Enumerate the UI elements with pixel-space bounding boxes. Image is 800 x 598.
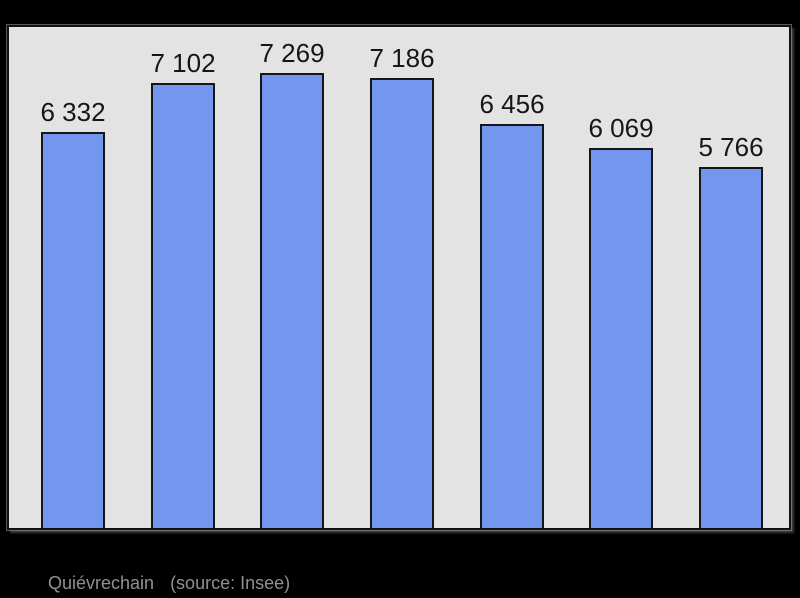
bar (41, 132, 105, 528)
caption-title: Quiévrechain (48, 573, 155, 593)
chart-frame: 6 332 7 102 7 269 7 186 6 456 6 069 5 766 (7, 25, 791, 530)
bar-value-label: 7 186 (369, 43, 435, 73)
bar-value-label: 5 766 (698, 132, 764, 162)
bar (370, 78, 434, 528)
bar (480, 124, 544, 528)
bar (699, 167, 763, 528)
bar-chart-plot-area: 6 332 7 102 7 269 7 186 6 456 6 069 5 766 (9, 27, 789, 528)
bar-value-label: 7 269 (259, 38, 325, 68)
bar-value-label: 6 069 (588, 113, 654, 143)
bar (589, 148, 653, 528)
bar (151, 83, 215, 528)
bar (260, 73, 324, 528)
bar-value-label: 6 456 (479, 89, 545, 119)
bar-value-label: 6 332 (40, 97, 106, 127)
caption-source: (source: Insee) (170, 573, 291, 593)
chart-caption: Quiévrechain (source: Insee) (48, 573, 290, 595)
bar-value-label: 7 102 (150, 48, 216, 78)
